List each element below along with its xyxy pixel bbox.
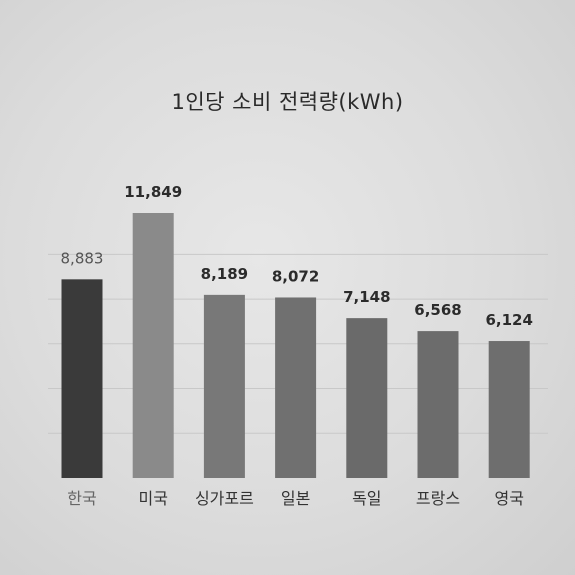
category-label: 영국: [494, 489, 523, 508]
bar-2: [132, 213, 174, 478]
bar-value-label: 11,849: [124, 183, 182, 201]
category-label: 독일: [352, 489, 381, 508]
category-label: 싱가포르: [195, 489, 254, 508]
bar-value-label: 8,189: [201, 265, 248, 283]
category-label: 일본: [281, 489, 310, 508]
bar-5: [346, 318, 388, 478]
bar-value-label: 8,883: [61, 249, 104, 267]
bar-3: [203, 294, 245, 478]
bar-4: [275, 297, 317, 478]
bar-7: [488, 341, 530, 478]
bar-value-label: 6,124: [485, 311, 532, 329]
chart-title: 1인당 소비 전력량(kWh): [171, 90, 404, 114]
bar-value-label: 7,148: [343, 288, 390, 306]
category-label: 프랑스: [416, 489, 460, 508]
bar-1: [61, 279, 103, 478]
bar-value-label: 8,072: [272, 267, 319, 285]
category-label: 한국: [67, 489, 96, 508]
bar-value-label: 6,568: [414, 301, 461, 319]
bar-6: [417, 331, 459, 478]
category-label: 미국: [138, 489, 167, 508]
